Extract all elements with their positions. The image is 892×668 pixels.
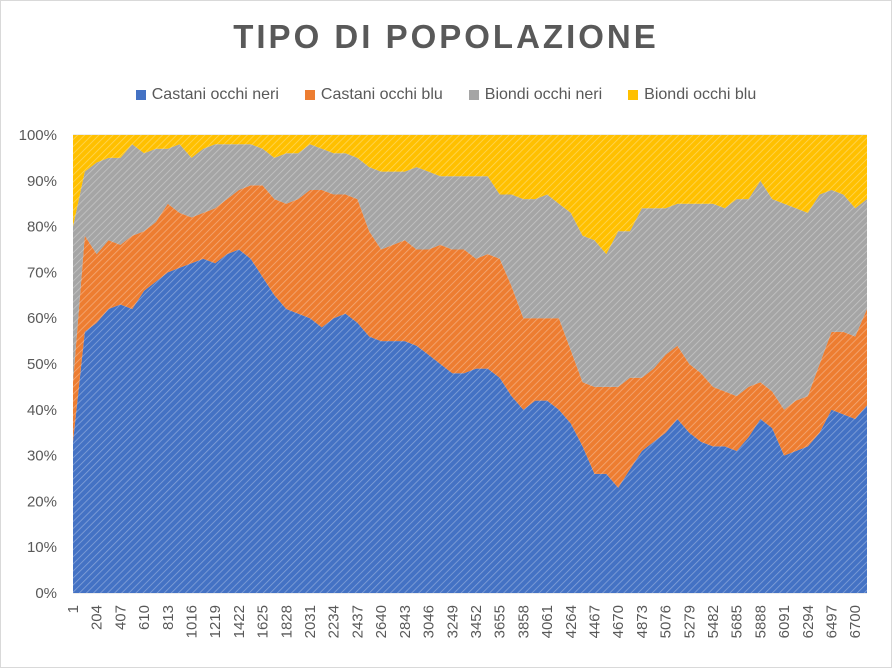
legend-swatch xyxy=(135,90,146,100)
legend-label: Castani occhi neri xyxy=(151,86,279,103)
x-tick-label: 610 xyxy=(136,605,153,630)
x-tick-label: 5076 xyxy=(658,605,675,638)
x-tick-label: 3452 xyxy=(468,605,485,638)
x-tick-label: 4873 xyxy=(634,605,651,638)
y-tick-label: 40% xyxy=(27,402,57,419)
x-tick-label: 1422 xyxy=(231,605,248,638)
y-tick-label: 70% xyxy=(27,264,57,281)
legend-item-biondi-occhi-neri: Biondi occhi neri xyxy=(468,86,603,104)
y-tick-label: 50% xyxy=(27,356,57,373)
legend-swatch xyxy=(304,90,315,100)
x-tick-label: 2234 xyxy=(326,605,343,638)
x-tick-label: 6700 xyxy=(847,605,864,638)
y-tick-label: 30% xyxy=(27,448,57,465)
area-series xyxy=(73,135,867,593)
x-tick-label: 4061 xyxy=(539,605,556,638)
legend-swatch xyxy=(468,90,479,100)
x-tick-label: 1016 xyxy=(184,605,201,638)
y-tick-label: 60% xyxy=(27,310,57,327)
x-tick-label: 5482 xyxy=(705,605,722,638)
legend-label: Biondi occhi blu xyxy=(644,86,757,103)
x-tick-label: 407 xyxy=(112,605,129,630)
x-tick-label: 1828 xyxy=(278,605,295,638)
y-tick-label: 80% xyxy=(27,219,57,236)
x-tick-label: 5279 xyxy=(681,605,698,638)
x-tick-label: 1219 xyxy=(207,605,224,638)
x-tick-label: 3858 xyxy=(515,605,532,638)
area-castani-occhi-neri xyxy=(73,249,867,593)
legend-label: Biondi occhi neri xyxy=(484,86,603,103)
area-biondi-occhi-blu xyxy=(73,135,867,255)
area-castani-occhi-blu xyxy=(73,185,867,488)
legend-item-biondi-occhi-blu: Biondi occhi blu xyxy=(628,86,756,104)
y-tick-label: 0% xyxy=(35,585,57,602)
x-tick-label: 6294 xyxy=(800,605,817,638)
x-tick-label: 6497 xyxy=(824,605,841,638)
legend-item-castani-occhi-neri: Castani occhi neri xyxy=(135,86,279,104)
x-tick-label: 3655 xyxy=(492,605,509,638)
x-axis-ticks: 1 204 407 610 813 1016 1219 1422 1625 1828 2031 223… xyxy=(65,605,864,638)
y-tick-label: 100% xyxy=(19,127,57,144)
area-biondi-occhi-neri xyxy=(73,144,867,410)
x-tick-label: 1625 xyxy=(255,605,272,638)
legend-label: Castani occhi blu xyxy=(320,86,443,103)
y-tick-label: 90% xyxy=(27,173,57,190)
y-tick-label: 20% xyxy=(27,493,57,510)
legend-item-castani-occhi-blu: Castani occhi blu xyxy=(304,86,443,104)
x-tick-label: 4467 xyxy=(586,605,603,638)
y-tick-label: 10% xyxy=(27,539,57,556)
x-tick-label: 6091 xyxy=(776,605,793,638)
x-tick-label: 2437 xyxy=(349,605,366,638)
x-tick-label: 204 xyxy=(89,605,106,630)
x-tick-label: 4670 xyxy=(610,605,627,638)
x-tick-label: 5685 xyxy=(729,605,746,638)
x-tick-label: 2031 xyxy=(302,605,319,638)
x-tick-label: 2640 xyxy=(373,605,390,638)
y-axis-ticks: 0% 10% 20% 30% 40% 50% 60% 70% 80% 90% 100% xyxy=(19,127,57,602)
chart-legend: Castani occhi neri Castani occhi blu Biond… xyxy=(0,86,892,104)
x-tick-label: 5888 xyxy=(752,605,769,638)
x-tick-label: 3046 xyxy=(421,605,438,638)
x-tick-label: 3249 xyxy=(444,605,461,638)
x-tick-label: 4264 xyxy=(563,605,580,638)
x-tick-label: 2843 xyxy=(397,605,414,638)
x-tick-label: 813 xyxy=(160,605,177,630)
legend-swatch xyxy=(628,90,639,100)
x-tick-label: 1 xyxy=(65,605,82,613)
chart-title: TIPO DI POPOLAZIONE xyxy=(233,18,659,55)
